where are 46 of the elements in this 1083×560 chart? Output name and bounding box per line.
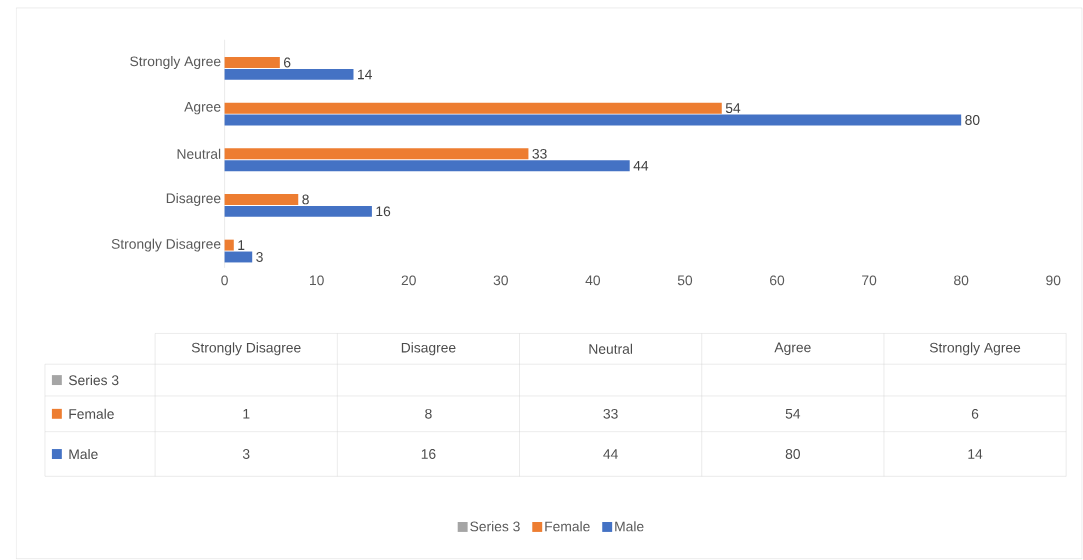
data-label: 80: [965, 115, 980, 126]
legend-label: Series 3: [470, 521, 520, 532]
text: Male: [615, 521, 644, 532]
y-tick-label: Strongly Disagree: [111, 238, 221, 252]
x-tick-label: 0: [221, 275, 228, 286]
text: 6: [971, 409, 979, 419]
y-tick-label: Neutral: [177, 148, 221, 160]
category-label: Strongly Disagree: [191, 342, 301, 356]
category-label: Strongly Agree: [929, 342, 1021, 356]
text: Series 3: [68, 375, 119, 386]
data-label: 16: [376, 206, 391, 217]
x-tick-label: 50: [677, 275, 693, 286]
x-tick-label: 30: [493, 275, 508, 286]
data-label: 8: [302, 194, 309, 205]
category-label: Disagree: [401, 342, 456, 356]
x-tick-label: 40: [585, 275, 601, 286]
text: 8: [425, 409, 432, 419]
y-tick-label: Disagree: [166, 193, 221, 207]
text: 14: [968, 449, 983, 459]
data-label: 54: [725, 103, 741, 114]
legend-label: Male: [69, 449, 98, 460]
y-tick-label: Strongly Agree: [130, 56, 221, 70]
data-label: 33: [532, 149, 547, 159]
x-tick-label: 90: [1046, 275, 1061, 286]
text: 80: [785, 449, 800, 460]
data-label: 6: [284, 57, 291, 68]
text: Female: [545, 521, 590, 532]
x-tick-label: 20: [401, 275, 416, 286]
legend-label: Female: [69, 408, 114, 420]
text: 3: [242, 449, 250, 460]
y-tick-label: Agree: [184, 102, 221, 115]
x-tick-label: 60: [770, 275, 785, 286]
text: 54: [785, 409, 801, 419]
text: 33: [603, 409, 618, 419]
data-label: 3: [256, 252, 263, 263]
text: 1: [243, 409, 250, 419]
category-label: Neutral: [589, 343, 633, 355]
category-label: Agree: [774, 342, 811, 356]
data-label: 44: [633, 161, 649, 171]
x-tick-label: 10: [310, 275, 324, 286]
x-tick-label: 70: [862, 275, 877, 286]
text: 44: [603, 449, 618, 459]
data-label: 14: [358, 69, 372, 80]
text: 16: [421, 449, 436, 460]
x-tick-label: 80: [954, 275, 969, 286]
data-label: 1: [238, 240, 245, 251]
